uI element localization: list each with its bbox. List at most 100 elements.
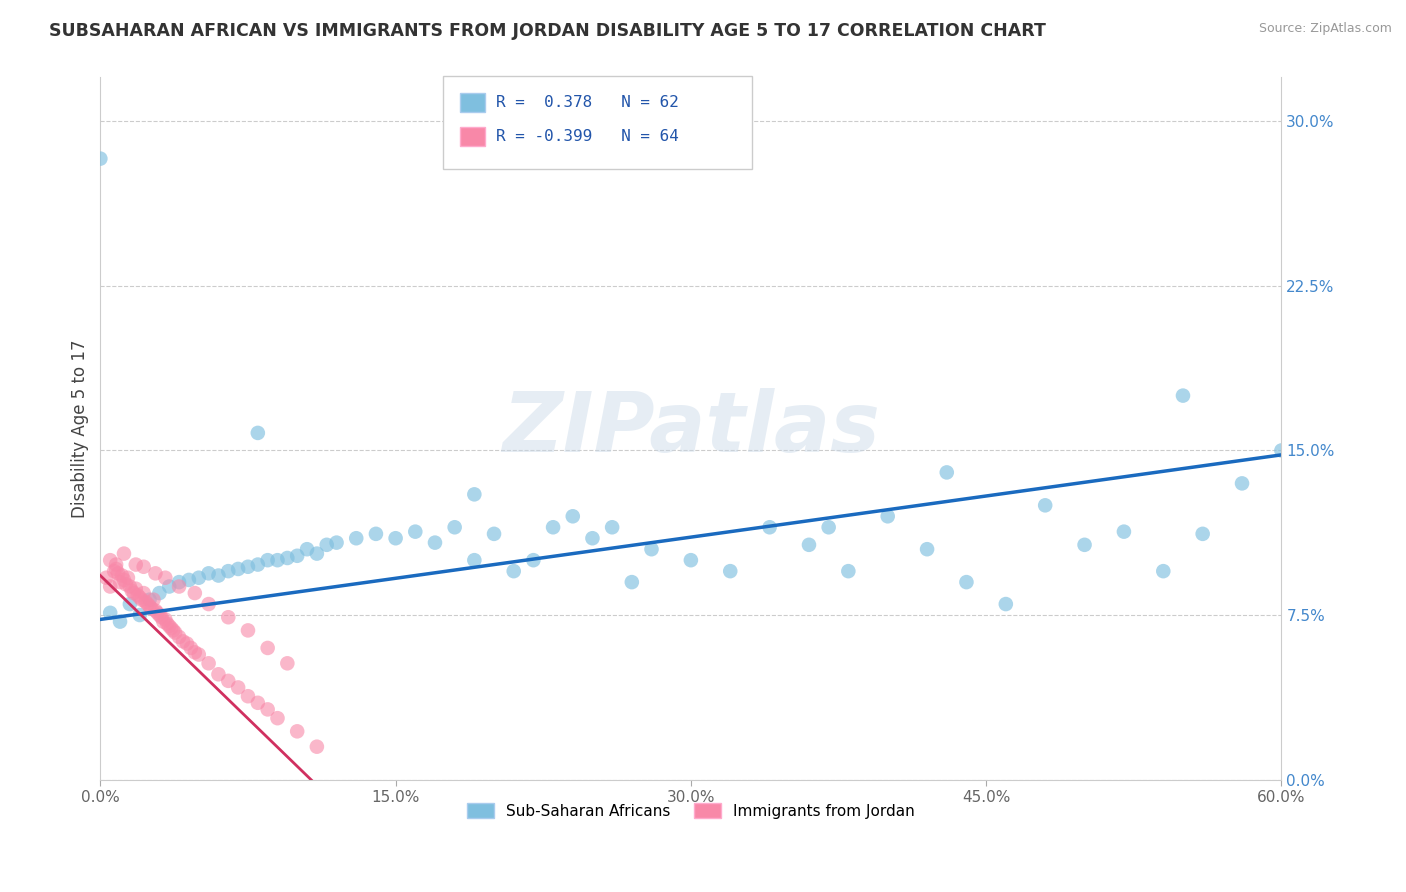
- Text: R =  0.378   N = 62: R = 0.378 N = 62: [496, 95, 679, 110]
- Point: [217, 610, 239, 624]
- Point: [1270, 443, 1292, 458]
- Point: [108, 575, 131, 590]
- Point: [344, 531, 367, 545]
- Point: [165, 625, 187, 640]
- Point: [118, 580, 141, 594]
- Point: [145, 604, 167, 618]
- Point: [138, 592, 160, 607]
- Point: [150, 610, 173, 624]
- Point: [305, 739, 328, 754]
- Point: [197, 657, 219, 671]
- Point: [522, 553, 544, 567]
- Point: [246, 425, 269, 440]
- Point: [482, 526, 505, 541]
- Point: [404, 524, 426, 539]
- Point: [187, 571, 209, 585]
- Point: [136, 597, 159, 611]
- Point: [718, 564, 741, 578]
- Point: [226, 681, 249, 695]
- Legend: Sub-Saharan Africans, Immigrants from Jordan: Sub-Saharan Africans, Immigrants from Jo…: [461, 797, 921, 824]
- Point: [541, 520, 564, 534]
- Point: [325, 535, 347, 549]
- Text: SUBSAHARAN AFRICAN VS IMMIGRANTS FROM JORDAN DISABILITY AGE 5 TO 17 CORRELATION : SUBSAHARAN AFRICAN VS IMMIGRANTS FROM JO…: [49, 22, 1046, 40]
- Point: [443, 520, 465, 534]
- Point: [1073, 538, 1095, 552]
- Point: [105, 562, 128, 576]
- Point: [364, 526, 387, 541]
- Point: [125, 558, 148, 572]
- Point: [679, 553, 702, 567]
- Point: [172, 634, 194, 648]
- Y-axis label: Disability Age 5 to 17: Disability Age 5 to 17: [72, 339, 89, 517]
- Point: [177, 573, 200, 587]
- Point: [1230, 476, 1253, 491]
- Point: [145, 566, 167, 581]
- Point: [122, 586, 145, 600]
- Point: [121, 583, 143, 598]
- Point: [138, 599, 160, 614]
- Point: [266, 553, 288, 567]
- Point: [315, 538, 337, 552]
- Point: [160, 621, 183, 635]
- Point: [935, 466, 957, 480]
- Point: [1171, 389, 1194, 403]
- Point: [256, 640, 278, 655]
- Point: [581, 531, 603, 545]
- Point: [135, 595, 157, 609]
- Point: [463, 553, 485, 567]
- Point: [132, 586, 155, 600]
- Point: [167, 580, 190, 594]
- Point: [146, 606, 169, 620]
- Point: [285, 549, 308, 563]
- Point: [217, 673, 239, 688]
- Point: [176, 636, 198, 650]
- Point: [148, 586, 170, 600]
- Text: ZIPatlas: ZIPatlas: [502, 388, 880, 469]
- Point: [817, 520, 839, 534]
- Point: [915, 542, 938, 557]
- Point: [217, 564, 239, 578]
- Point: [125, 582, 148, 596]
- Point: [1152, 564, 1174, 578]
- Point: [384, 531, 406, 545]
- Point: [128, 608, 150, 623]
- Point: [184, 645, 207, 659]
- Point: [295, 542, 318, 557]
- Point: [167, 630, 190, 644]
- Point: [98, 580, 121, 594]
- Point: [127, 588, 149, 602]
- Point: [118, 597, 141, 611]
- Point: [115, 577, 138, 591]
- Point: [89, 152, 111, 166]
- Point: [236, 690, 259, 704]
- Point: [285, 724, 308, 739]
- Point: [157, 619, 180, 633]
- Point: [108, 615, 131, 629]
- Point: [157, 580, 180, 594]
- Point: [797, 538, 820, 552]
- Point: [197, 566, 219, 581]
- Point: [207, 667, 229, 681]
- Point: [141, 601, 163, 615]
- Point: [180, 640, 202, 655]
- Point: [155, 571, 177, 585]
- Point: [156, 616, 179, 631]
- Point: [184, 586, 207, 600]
- Point: [994, 597, 1017, 611]
- Point: [187, 648, 209, 662]
- Point: [876, 509, 898, 524]
- Point: [276, 551, 298, 566]
- Point: [246, 558, 269, 572]
- Point: [1033, 499, 1056, 513]
- Point: [758, 520, 780, 534]
- Point: [98, 553, 121, 567]
- Point: [600, 520, 623, 534]
- Point: [162, 624, 184, 638]
- Point: [305, 547, 328, 561]
- Point: [640, 542, 662, 557]
- Point: [103, 564, 125, 578]
- Point: [131, 592, 153, 607]
- Point: [236, 624, 259, 638]
- Point: [256, 702, 278, 716]
- Point: [98, 606, 121, 620]
